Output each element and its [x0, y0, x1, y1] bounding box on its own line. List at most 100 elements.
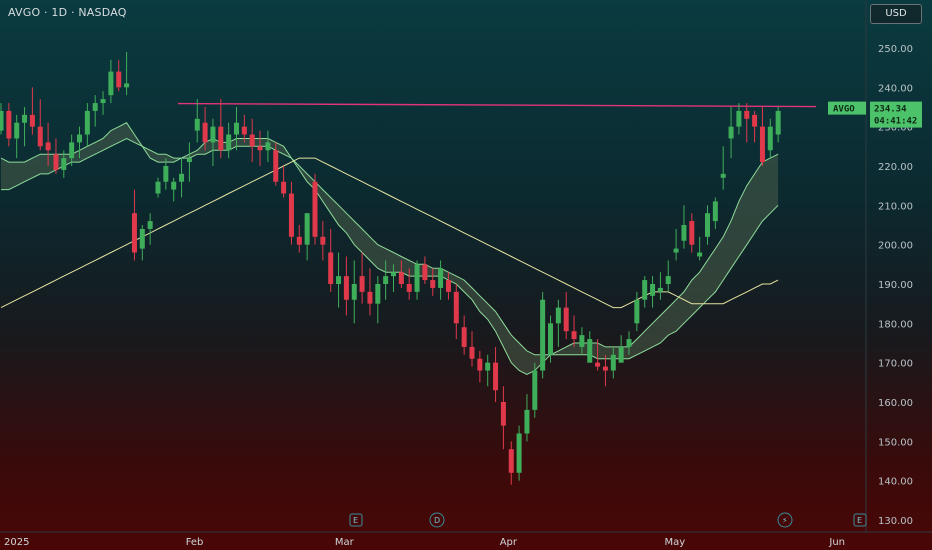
candle[interactable]	[626, 339, 632, 347]
candle[interactable]	[602, 366, 608, 371]
candle[interactable]	[736, 110, 742, 127]
candle[interactable]	[61, 158, 67, 170]
candle[interactable]	[14, 122, 20, 139]
candle[interactable]	[775, 110, 781, 135]
candle[interactable]	[147, 221, 153, 229]
candle[interactable]	[430, 280, 436, 288]
candle[interactable]	[273, 150, 279, 182]
candle[interactable]	[445, 280, 451, 292]
candle[interactable]	[681, 225, 687, 241]
candle[interactable]	[453, 291, 459, 324]
candle[interactable]	[508, 449, 514, 473]
candle[interactable]	[336, 276, 342, 284]
candle[interactable]	[767, 126, 773, 151]
candle[interactable]	[304, 213, 310, 245]
candle[interactable]	[194, 118, 200, 131]
resistance-line[interactable]	[177, 102, 817, 108]
candle[interactable]	[532, 370, 538, 410]
candle[interactable]	[406, 284, 412, 292]
event-marker-earnings[interactable]	[853, 513, 867, 527]
candle[interactable]	[697, 252, 703, 257]
candle[interactable]	[186, 158, 192, 163]
candle[interactable]	[296, 236, 302, 245]
candle[interactable]	[571, 331, 577, 340]
candle[interactable]	[116, 71, 122, 88]
candle[interactable]	[516, 433, 522, 473]
candle[interactable]	[461, 327, 467, 347]
candle[interactable]	[665, 276, 671, 284]
candle[interactable]	[493, 362, 499, 391]
candle[interactable]	[226, 134, 232, 151]
candle[interactable]	[234, 122, 239, 135]
candle[interactable]	[634, 299, 640, 324]
candle[interactable]	[712, 201, 718, 222]
candle[interactable]	[257, 146, 263, 151]
candle[interactable]	[375, 284, 381, 304]
candle[interactable]	[320, 236, 326, 245]
candle[interactable]	[37, 126, 43, 147]
candle[interactable]	[595, 362, 601, 367]
candle[interactable]	[414, 264, 420, 292]
candle[interactable]	[728, 126, 734, 139]
candle[interactable]	[84, 110, 90, 135]
candle[interactable]	[29, 114, 35, 127]
candle[interactable]	[759, 126, 765, 163]
candle[interactable]	[524, 409, 530, 434]
candle[interactable]	[45, 142, 51, 151]
event-marker-earnings[interactable]	[349, 513, 363, 527]
event-marker-flash[interactable]	[777, 512, 793, 528]
candle[interactable]	[288, 193, 294, 237]
candle[interactable]	[579, 335, 585, 347]
candle[interactable]	[351, 284, 357, 300]
candle[interactable]	[6, 110, 12, 139]
candle[interactable]	[367, 291, 373, 304]
candle[interactable]	[171, 181, 177, 190]
candle[interactable]	[477, 358, 483, 371]
candle[interactable]	[343, 276, 349, 300]
currency-button[interactable]: USD	[870, 4, 922, 24]
candle[interactable]	[705, 213, 710, 237]
candle[interactable]	[328, 252, 334, 284]
candle[interactable]	[587, 339, 593, 363]
candle[interactable]	[312, 181, 318, 237]
candle[interactable]	[241, 126, 247, 135]
candle[interactable]	[210, 126, 216, 143]
candle[interactable]	[92, 103, 98, 111]
candle[interactable]	[610, 354, 616, 371]
candle[interactable]	[155, 181, 161, 194]
candle[interactable]	[720, 173, 726, 178]
candle[interactable]	[0, 110, 4, 131]
candle[interactable]	[398, 272, 404, 284]
candle[interactable]	[77, 134, 82, 143]
candle[interactable]	[650, 284, 656, 296]
candle[interactable]	[179, 173, 185, 182]
candle[interactable]	[657, 287, 663, 292]
candle[interactable]	[69, 142, 75, 159]
candle[interactable]	[139, 228, 145, 249]
candle[interactable]	[548, 323, 553, 355]
candle[interactable]	[124, 83, 130, 88]
candle[interactable]	[281, 181, 287, 194]
candle[interactable]	[485, 362, 491, 371]
candle[interactable]	[563, 307, 569, 332]
candle[interactable]	[555, 307, 561, 324]
candle[interactable]	[108, 71, 114, 96]
candle[interactable]	[22, 114, 28, 123]
candle[interactable]	[469, 346, 475, 359]
candle[interactable]	[131, 213, 137, 253]
candle[interactable]	[383, 276, 389, 284]
candle[interactable]	[689, 221, 695, 245]
candle[interactable]	[202, 122, 208, 143]
candle[interactable]	[391, 272, 396, 277]
candle[interactable]	[163, 166, 169, 182]
candle[interactable]	[100, 99, 106, 104]
candle[interactable]	[642, 280, 648, 300]
candle[interactable]	[53, 154, 59, 170]
candle[interactable]	[618, 346, 624, 363]
candle[interactable]	[744, 110, 750, 119]
candle[interactable]	[218, 126, 224, 151]
candle[interactable]	[265, 142, 271, 151]
candle[interactable]	[752, 114, 758, 127]
candle[interactable]	[249, 134, 255, 147]
event-marker-dividend[interactable]	[429, 512, 445, 528]
